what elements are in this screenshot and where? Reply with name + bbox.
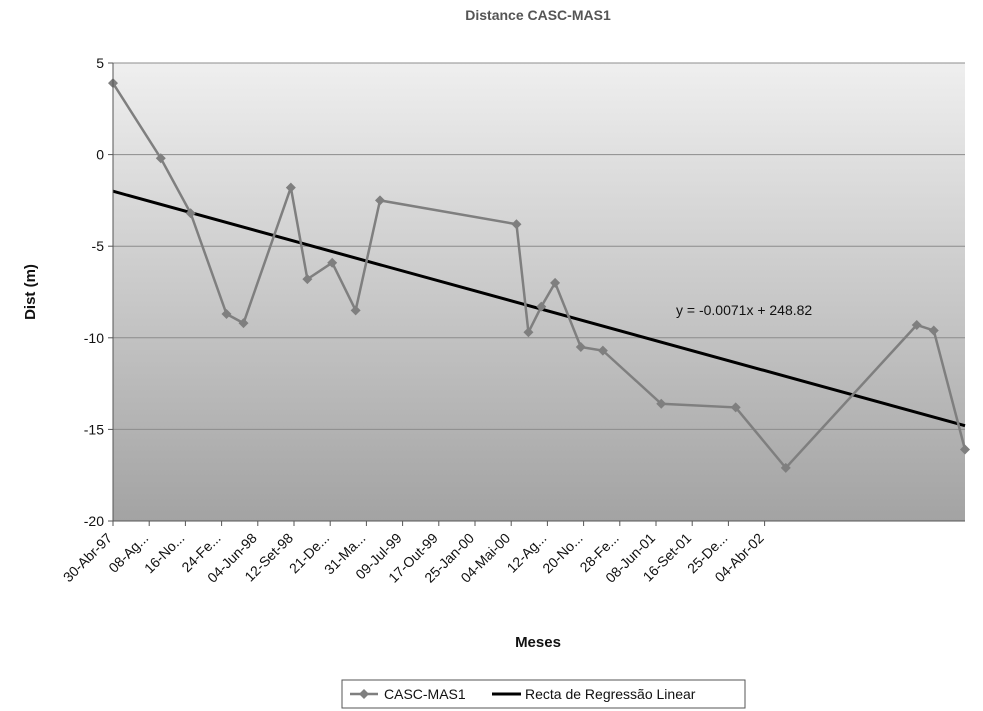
y-axis-title: Dist (m) (22, 264, 39, 320)
series-layer (108, 78, 970, 473)
data-point (960, 444, 970, 455)
plot-area (113, 63, 965, 521)
data-point (730, 402, 741, 413)
series-line-casc-mas1 (111, 82, 967, 470)
data-point (302, 274, 313, 285)
data-point (656, 398, 667, 409)
data-point (350, 305, 361, 316)
legend-label-casc-mas1: CASC-MAS1 (384, 686, 466, 702)
data-point (221, 308, 232, 319)
data-point (597, 345, 608, 356)
y-tick-label: -5 (92, 238, 105, 254)
regression-equation: y = -0.0071x + 248.82 (676, 302, 812, 318)
legend: CASC-MAS1 Recta de Regressão Linear (341, 679, 746, 709)
legend-label-regression: Recta de Regressão Linear (525, 686, 696, 702)
data-point (185, 208, 196, 219)
data-point (238, 318, 249, 329)
y-tick-label: -20 (84, 513, 104, 529)
x-tick-label: 20-No... (539, 530, 586, 577)
data-point (911, 319, 922, 330)
x-axis-title: Meses (515, 634, 561, 651)
x-tick-label: 30-Abr-97 (60, 530, 115, 585)
y-tick-label: 0 (96, 147, 104, 163)
y-tick-label: -10 (84, 330, 104, 346)
data-point (374, 195, 385, 206)
data-point (327, 257, 338, 268)
data-point (511, 219, 522, 230)
data-point (285, 182, 296, 193)
y-tick-label: 5 (96, 55, 104, 71)
data-point (523, 327, 534, 338)
gridlines (113, 62, 965, 430)
data-point (780, 462, 791, 473)
data-point (536, 301, 547, 312)
legend-box (341, 679, 746, 709)
data-point (155, 153, 166, 164)
x-tick-label: 16-No... (141, 530, 188, 577)
chart-title: Distance CASC-MAS1 (465, 7, 611, 23)
data-point (928, 325, 939, 336)
y-tick-label: -15 (84, 421, 104, 437)
data-point (550, 277, 561, 288)
data-point (575, 341, 586, 352)
legend-marker-casc-mas1 (359, 689, 369, 699)
